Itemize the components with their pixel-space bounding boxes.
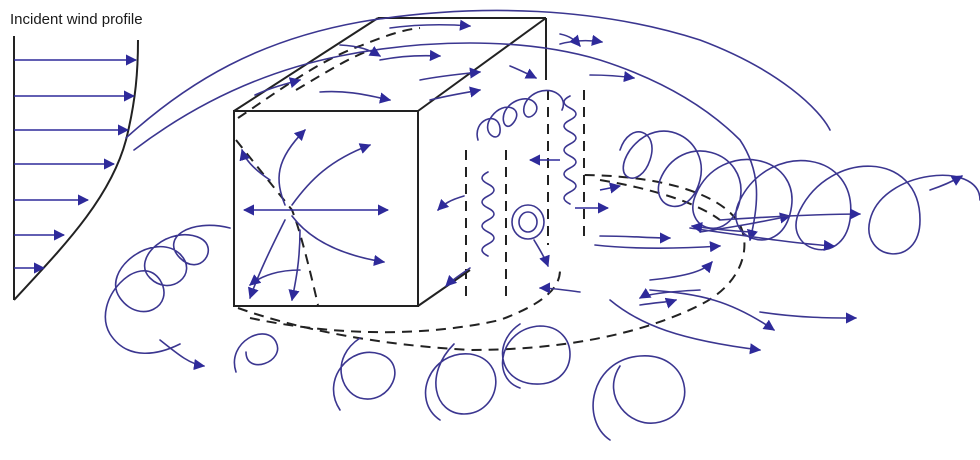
right-coil [563,95,577,205]
front-face-flow [239,129,390,302]
wake-vortex-left [445,267,471,287]
wake-back-arrow [538,282,581,294]
center-vortex [518,211,538,233]
front-lower-right [291,215,386,266]
wake-right-3 [699,212,792,233]
bottom-loop-4 [501,323,571,389]
profile-curve [13,39,139,301]
building-box [233,17,547,307]
roof-arrow-2 [319,90,392,104]
top-flow-band-2 [133,42,758,242]
spiral-chain [619,130,980,255]
roof-arrow-5 [419,67,482,81]
bottom-loop-5 [592,355,686,441]
roof-arrow-8 [509,65,538,79]
roof-arrow-1 [254,77,302,96]
incident-wind-profile-label: Incident wind profile [10,11,143,28]
wake-left-arrow [437,195,465,211]
wake-lower-5 [599,232,672,244]
front-bottom [288,229,301,302]
roof-arrow-3 [379,49,442,62]
front-vortex-left [235,139,319,306]
center-vortex-outer [511,204,545,240]
roof-arrow-6 [429,86,482,101]
roof-arrow-7 [389,19,472,31]
bottom-loop-3 [424,343,497,421]
wake-left-return [690,221,751,234]
front-left-curl [249,269,301,286]
roof-arrow-9 [559,34,604,46]
front-face [233,110,419,307]
wake-mid-arrow [649,261,713,281]
horseshoe-vortex [237,174,746,352]
roof-arrow-11 [559,33,581,47]
wake-right-4 [719,208,862,221]
inner-vortex-line [249,269,561,334]
top-right-edge [417,17,547,112]
bottom-loop-1 [233,333,279,373]
front-upper-right [291,143,372,206]
downstream-spirals [619,130,980,255]
left-side-vortex [104,224,231,355]
side-loops [104,224,686,441]
arrow-icon [599,182,622,194]
front-upper-left [278,129,306,206]
wake-right-1 [594,241,722,253]
wake-lower-4 [609,299,762,355]
roof-arrow-10 [589,71,636,83]
outer-flow [125,9,831,242]
side-vortex-arrow [159,339,206,371]
roof-recirculation [295,49,371,91]
bottom-right-edge [417,269,471,307]
roof-arrow-4 [339,44,381,57]
wake-lower-3 [759,311,858,324]
spiral-end-arrow [929,175,963,191]
wake-flow [437,154,862,355]
front-top-left [239,148,271,181]
wind-profile [13,36,139,301]
wake-left-lower [639,297,678,309]
front-lower-left [248,219,286,300]
top-coil [476,89,565,141]
bottom-loop-2 [332,337,396,411]
profile-arrows [14,54,138,274]
wake-lower-1 [649,289,775,331]
top-flow-band [125,9,831,139]
wake-right-2 [689,227,836,251]
wake-coils [476,89,577,257]
wake-lower-2 [639,288,701,299]
roof-flow [254,19,636,104]
left-coil [481,171,495,257]
roof-separation [237,27,421,119]
wake-down-arrow [533,239,550,268]
